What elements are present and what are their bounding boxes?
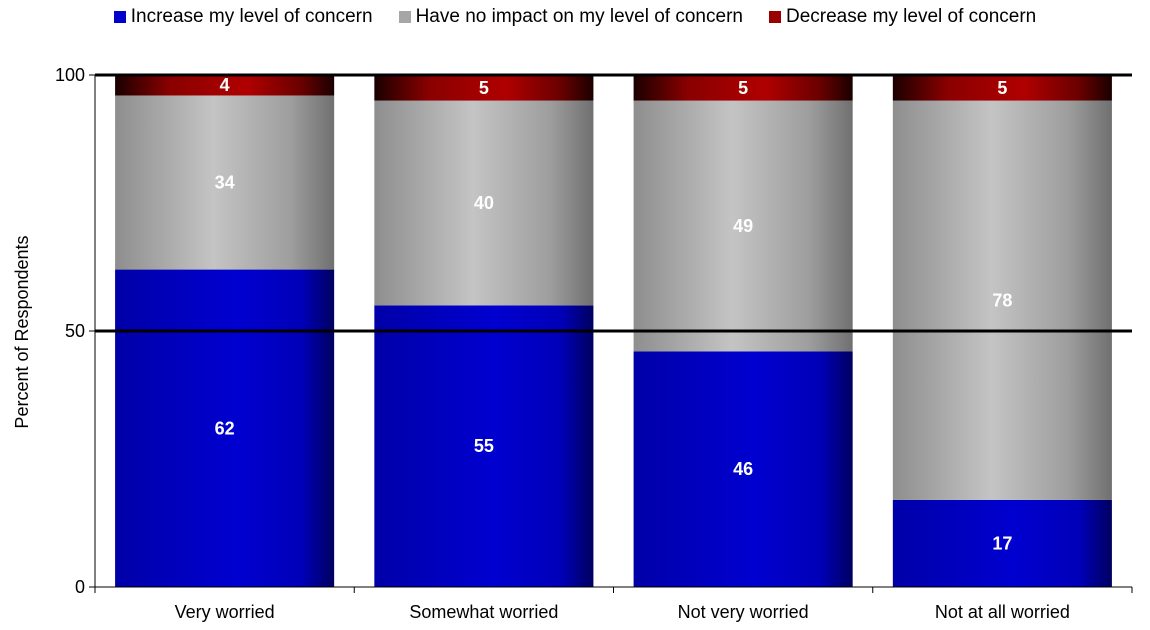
bar-very-worried-have-no-impact-on-my-level-of-concern bbox=[115, 95, 335, 270]
bar-not-very-worried-increase-my-level-of-concern bbox=[633, 351, 853, 587]
data-label: 34 bbox=[215, 173, 235, 193]
legend-item-increase-my-level-of-concern: Increase my level of concern bbox=[113, 6, 373, 28]
data-label: 4 bbox=[220, 75, 230, 95]
y-tick-label: 100 bbox=[55, 65, 85, 85]
x-tick-label-not-very-worried: Not very worried bbox=[678, 602, 809, 622]
legend-item-have-no-impact-on-my-level-of-concern: Have no impact on my level of concern bbox=[398, 6, 743, 28]
bar-not-at-all-worried-decrease-my-level-of-concern bbox=[892, 75, 1112, 101]
bar-not-at-all-worried-increase-my-level-of-concern bbox=[892, 499, 1112, 587]
data-label: 49 bbox=[733, 216, 753, 236]
legend-swatch bbox=[113, 11, 126, 23]
bar-somewhat-worried-have-no-impact-on-my-level-of-concern bbox=[374, 100, 594, 306]
legend-item-decrease-my-level-of-concern: Decrease my level of concern bbox=[768, 6, 1037, 28]
y-axis-title: Percent of Respondents bbox=[12, 235, 32, 428]
bar-somewhat-worried-increase-my-level-of-concern bbox=[374, 305, 594, 587]
legend-label: Increase my level of concern bbox=[130, 6, 373, 27]
data-label: 5 bbox=[738, 78, 748, 98]
axes-group: 0 50 100 Very worried Somewhat worried Not ve… bbox=[55, 65, 1133, 622]
legend-swatch bbox=[398, 11, 411, 23]
x-tick-label-very-worried: Very worried bbox=[175, 602, 275, 622]
legend: Increase my level of concern Have no impa… bbox=[0, 4, 1150, 30]
gridlines-group bbox=[95, 73, 1132, 333]
data-label: 5 bbox=[997, 78, 1007, 98]
data-label: 46 bbox=[733, 459, 753, 479]
x-tick-label-somewhat-worried: Somewhat worried bbox=[409, 602, 558, 622]
bar-not-very-worried-decrease-my-level-of-concern bbox=[633, 75, 853, 101]
data-label: 5 bbox=[479, 78, 489, 98]
bar-somewhat-worried-decrease-my-level-of-concern bbox=[374, 75, 594, 101]
bar-very-worried-decrease-my-level-of-concern bbox=[115, 75, 335, 96]
legend-swatch bbox=[768, 11, 781, 23]
data-label: 78 bbox=[992, 290, 1012, 310]
y-tick-label: 50 bbox=[65, 321, 85, 341]
bar-not-at-all-worried-have-no-impact-on-my-level-of-concern bbox=[892, 100, 1112, 500]
y-tick-label: 0 bbox=[75, 577, 85, 597]
legend-label: Decrease my level of concern bbox=[785, 6, 1037, 27]
data-label: 40 bbox=[474, 193, 494, 213]
data-label: 62 bbox=[215, 418, 235, 438]
bar-very-worried-increase-my-level-of-concern bbox=[115, 269, 335, 587]
data-label: 55 bbox=[474, 436, 494, 456]
legend-label: Have no impact on my level of concern bbox=[415, 6, 743, 27]
data-label: 17 bbox=[992, 533, 1012, 553]
bars-group: 62 34 4 55 40 5 46 49 5 17 78 5 bbox=[115, 75, 1112, 587]
x-tick-label-not-at-all-worried: Not at all worried bbox=[935, 602, 1070, 622]
bar-not-very-worried-have-no-impact-on-my-level-of-concern bbox=[633, 100, 853, 352]
